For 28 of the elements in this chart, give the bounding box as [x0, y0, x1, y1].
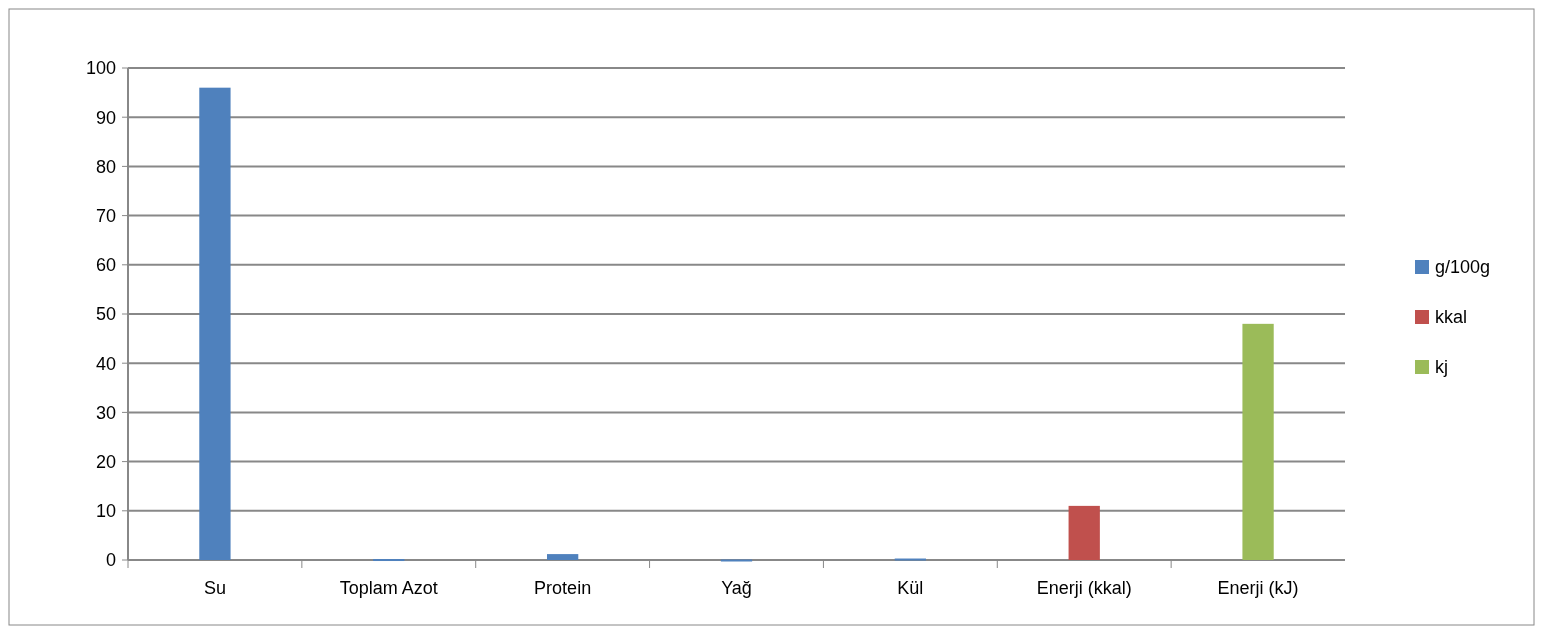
x-tick-label: Yağ — [721, 578, 752, 598]
y-tick-label: 100 — [85, 58, 116, 79]
legend-label: kj — [1435, 357, 1448, 378]
bar — [373, 559, 405, 562]
y-tick-label: 30 — [95, 402, 116, 423]
x-tick-label: Enerji (kJ) — [1217, 578, 1299, 598]
bar — [1242, 323, 1274, 560]
bar — [894, 558, 926, 561]
x-tick-label: Protein — [534, 578, 592, 598]
x-tick-label: Enerji (kkal) — [1036, 578, 1132, 598]
bar — [199, 87, 231, 560]
y-tick-label: 80 — [95, 156, 116, 177]
bar — [720, 559, 753, 562]
y-tick-label: 90 — [95, 107, 116, 128]
y-tick-label: 60 — [95, 255, 116, 276]
bar — [547, 554, 579, 560]
y-tick-label: 10 — [95, 501, 116, 522]
x-tick-label: Su — [203, 578, 226, 598]
y-tick-label: 70 — [95, 205, 116, 226]
legend-label: kkal — [1435, 307, 1468, 328]
y-tick-label: 40 — [95, 353, 116, 374]
x-tick-label: Toplam Azot — [339, 578, 438, 598]
x-tick-label: Kül — [897, 578, 924, 598]
y-tick-label: 50 — [95, 304, 116, 325]
y-tick-label: 0 — [105, 550, 116, 571]
legend-label: g/100g — [1435, 257, 1491, 278]
y-tick-label: 20 — [95, 451, 116, 472]
bar — [1068, 505, 1100, 560]
